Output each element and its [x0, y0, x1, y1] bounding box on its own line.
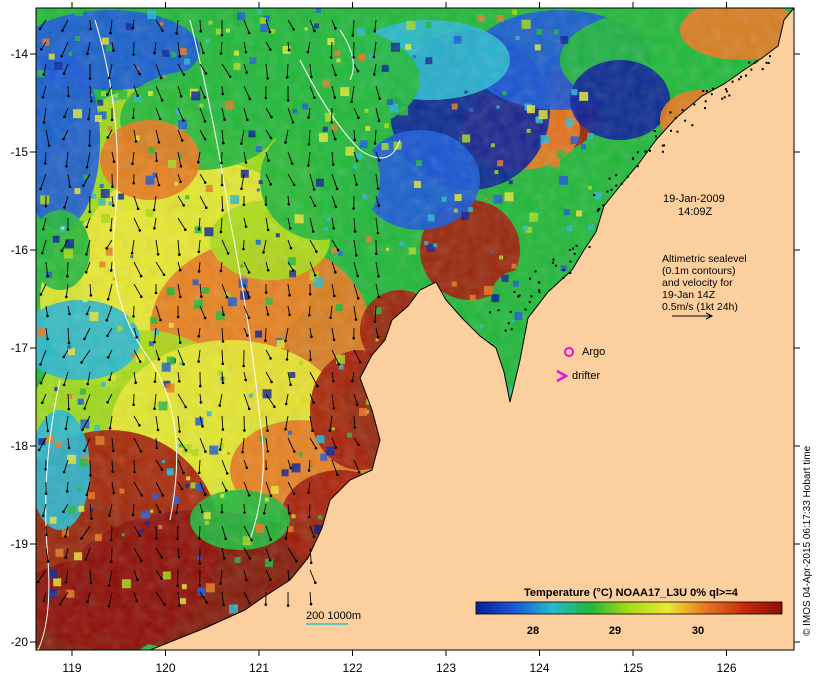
altimetry-line-1: Altimetric sealevel: [662, 253, 747, 265]
velocity-arrows: [36, 19, 382, 608]
argo-label: Argo: [582, 346, 605, 358]
altimetry-line-4: 19-Jan 14Z: [662, 289, 716, 301]
altimetry-line-5: 0.5m/s (1kt 24h): [662, 301, 738, 313]
velocity-scale-arrow-icon: [672, 312, 714, 320]
argo-legend: Argo: [564, 346, 605, 358]
altimetry-line-3: and velocity for: [662, 277, 733, 289]
coastline-fringe: [489, 55, 771, 332]
altimetry-line-2: (0.1m contours): [662, 265, 736, 277]
lon-tick-label: 120: [155, 661, 175, 675]
lon-tick-label: 121: [249, 661, 269, 675]
depth-label: 200 1000m: [306, 610, 361, 622]
lon-tick-label: 119: [62, 661, 81, 675]
latitude-axis: -14 -15 -16 -17 -18 -19 -20: [11, 47, 800, 649]
imos-credit: © IMOS 04-Apr-2015 06:17:33 Hobart time: [802, 445, 813, 636]
lat-tick-label: -14: [11, 47, 29, 61]
lon-tick-label: 122: [342, 661, 362, 675]
date-line-1: 19-Jan-2009: [663, 193, 725, 205]
lat-tick-label: -17: [11, 341, 29, 355]
drifter-legend: drifter: [556, 369, 600, 383]
longitude-axis: 119 120 121 122 123 124 125 126: [62, 2, 737, 675]
lon-tick-label: 123: [436, 661, 456, 675]
colorbar-tick-30: 30: [692, 625, 704, 637]
lat-tick-label: -20: [11, 635, 29, 649]
lat-tick-label: -16: [11, 243, 29, 257]
colorbar-bar: [475, 601, 783, 615]
lon-tick-label: 125: [623, 661, 643, 675]
lat-tick-label: -15: [11, 145, 29, 159]
date-line-2: 14:09Z: [678, 206, 713, 218]
colorbar-title: Temperature (°C) NOAA17_L3U 0% ql>=4: [524, 587, 739, 599]
lon-tick-label: 126: [716, 661, 736, 675]
map-panel: [36, 8, 794, 650]
drifter-marker-icon: [556, 369, 569, 383]
lat-tick-label: -19: [11, 537, 29, 551]
lon-tick-label: 124: [529, 661, 549, 675]
depth-legend: 200 1000m: [306, 610, 361, 625]
lat-tick-label: -18: [11, 439, 29, 453]
colorbar-tick-29: 29: [609, 625, 621, 637]
drifter-label: drifter: [572, 370, 600, 382]
colorbar: Temperature (°C) NOAA17_L3U 0% ql>=4 28 …: [475, 587, 783, 637]
land-mass: [149, 8, 794, 650]
date-stamp: 19-Jan-2009 14:09Z: [663, 193, 725, 218]
colorbar-tick-28: 28: [527, 625, 539, 637]
altimetry-legend: Altimetric sealevel (0.1m contours) and …: [662, 253, 747, 320]
argo-marker-icon: [564, 347, 574, 357]
map-frame: [35, 7, 795, 651]
